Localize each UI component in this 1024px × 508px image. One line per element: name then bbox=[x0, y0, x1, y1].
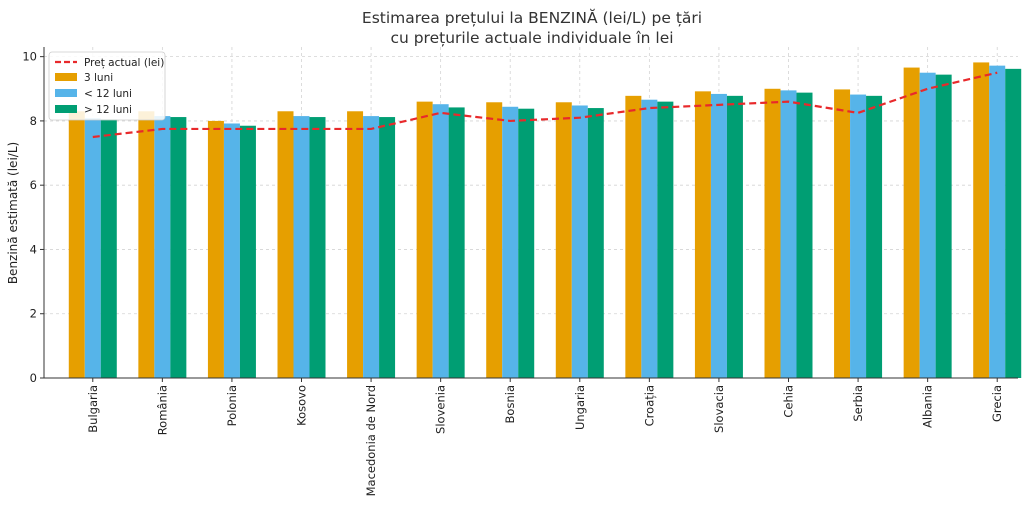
chart-title-line-2: cu prețurile actuale individuale în lei bbox=[390, 29, 673, 47]
y-tick-label: 8 bbox=[30, 114, 37, 128]
bar--12-luni bbox=[432, 104, 449, 379]
bar--12-luni bbox=[796, 92, 813, 379]
bar--12-luni bbox=[587, 108, 604, 378]
x-tick-label: Bulgaria bbox=[86, 385, 100, 433]
bar-3-luni bbox=[903, 67, 920, 379]
bar--12-luni bbox=[170, 117, 187, 379]
bar-3-luni bbox=[486, 102, 503, 378]
x-tick-label: Macedonia de Nord bbox=[364, 385, 378, 496]
bar--12-luni bbox=[710, 93, 727, 378]
bar--12-luni bbox=[84, 118, 101, 379]
bar-3-luni bbox=[277, 111, 294, 378]
bar--12-luni bbox=[641, 99, 658, 378]
y-ticks: 0 2 4 6 8 10 bbox=[22, 50, 44, 385]
y-axis-label: Benzină estimată (lei/L) bbox=[6, 142, 20, 284]
x-tick-label: Bosnia bbox=[503, 385, 517, 423]
x-tick-label: Slovacia bbox=[712, 385, 726, 433]
legend-label: < 12 luni bbox=[84, 88, 132, 100]
x-tick-label: Cehia bbox=[782, 385, 796, 418]
x-tick-label: România bbox=[155, 385, 169, 435]
y-tick-label: 0 bbox=[30, 371, 37, 385]
x-tick-label: Slovenia bbox=[434, 385, 448, 434]
bar--12-luni bbox=[293, 116, 310, 379]
x-tick-label: Kosovo bbox=[295, 385, 309, 426]
bar--12-luni bbox=[154, 116, 171, 379]
legend-label: Preț actual (lei) bbox=[84, 57, 164, 69]
bar--12-luni bbox=[239, 125, 256, 379]
legend-swatch bbox=[55, 73, 77, 81]
bar--12-luni bbox=[379, 117, 396, 379]
bar-3-luni bbox=[207, 120, 224, 378]
x-tick-label: Albania bbox=[921, 385, 935, 428]
bar--12-luni bbox=[309, 117, 326, 379]
bar-3-luni bbox=[347, 111, 364, 378]
legend-label: > 12 luni bbox=[84, 104, 132, 116]
bar-3-luni bbox=[694, 91, 711, 379]
bar--12-luni bbox=[448, 107, 465, 379]
bar--12-luni bbox=[919, 72, 936, 378]
price-line-path bbox=[92, 71, 998, 139]
bar-3-luni bbox=[764, 88, 781, 378]
legend-box bbox=[48, 51, 166, 121]
bar--12-luni bbox=[989, 65, 1006, 379]
bar-3-luni bbox=[416, 101, 433, 378]
bar--12-luni bbox=[363, 116, 380, 379]
x-ticks: Bulgaria România Polonia Kosovo Macedonia de… bbox=[86, 378, 1004, 496]
bars bbox=[68, 62, 1022, 379]
bar-3-luni bbox=[625, 95, 642, 378]
bar--12-luni bbox=[657, 101, 674, 378]
chart-title-line-1: Estimarea prețului la BENZINĂ (lei/L) pe… bbox=[362, 8, 702, 27]
x-tick-label: Polonia bbox=[225, 385, 239, 426]
y-tick-label: 6 bbox=[30, 178, 37, 192]
legend-swatch bbox=[55, 105, 77, 113]
y-tick-label: 4 bbox=[30, 242, 37, 256]
bar--12-luni bbox=[100, 119, 117, 379]
bar-3-luni bbox=[555, 102, 572, 378]
bar-3-luni bbox=[834, 89, 851, 378]
legend-label: 3 luni bbox=[84, 72, 113, 84]
bar-3-luni bbox=[138, 111, 155, 378]
bar--12-luni bbox=[223, 123, 240, 379]
bar--12-luni bbox=[726, 95, 743, 378]
bar--12-luni bbox=[850, 94, 867, 379]
price-line bbox=[92, 71, 998, 139]
x-tick-label: Grecia bbox=[990, 385, 1004, 422]
bar--12-luni bbox=[502, 106, 519, 378]
x-tick-label: Ungaria bbox=[573, 385, 587, 430]
bar--12-luni bbox=[780, 90, 797, 379]
axes bbox=[43, 47, 1018, 379]
y-tick-label: 2 bbox=[30, 307, 37, 321]
legend-swatch bbox=[55, 89, 77, 97]
x-tick-label: Serbia bbox=[851, 385, 865, 422]
bar--12-luni bbox=[866, 95, 883, 378]
x-tick-label: Croația bbox=[642, 385, 656, 426]
bar--12-luni bbox=[935, 74, 952, 378]
bar-3-luni bbox=[68, 111, 85, 378]
bar--12-luni bbox=[571, 105, 588, 379]
bar--12-luni bbox=[518, 108, 535, 378]
y-tick-label: 10 bbox=[22, 50, 37, 64]
legend: Preț actual (lei) 3 luni < 12 luni > 12 lun… bbox=[48, 51, 166, 121]
bar-3-luni bbox=[973, 62, 990, 379]
bar--12-luni bbox=[1005, 68, 1022, 379]
